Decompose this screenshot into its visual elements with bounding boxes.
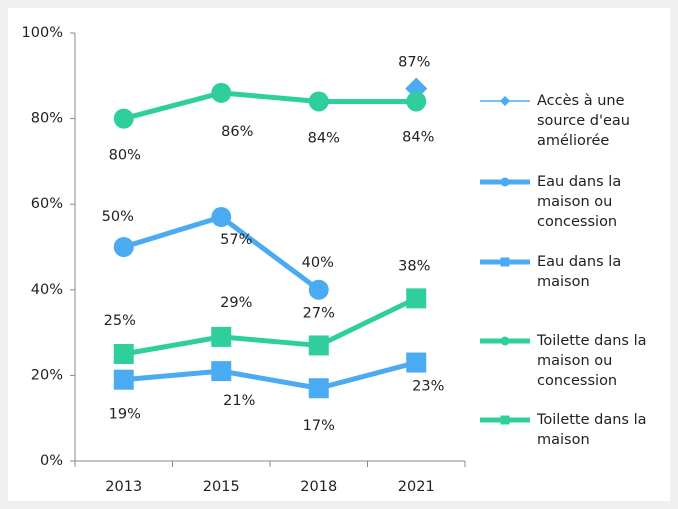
data-label: 86% <box>221 124 253 140</box>
data-label: 19% <box>109 407 141 423</box>
data-point <box>406 352 427 373</box>
data-point <box>113 108 134 129</box>
data-point <box>211 82 232 103</box>
data-point <box>308 335 329 356</box>
y-tick-label: 0% <box>40 453 63 469</box>
series-line <box>123 90 417 122</box>
data-label: 29% <box>220 295 252 311</box>
data-point <box>211 326 232 347</box>
y-tick-label: 60% <box>31 196 63 212</box>
x-tick-label: 2018 <box>300 479 337 495</box>
y-tick-label: 40% <box>31 282 63 298</box>
series-line <box>123 296 418 357</box>
data-label: 57% <box>220 232 252 248</box>
data-point <box>308 91 329 112</box>
data-label: 17% <box>303 418 335 434</box>
y-tick-label: 20% <box>31 367 63 383</box>
legend-label: Eau dans la maison <box>537 254 622 290</box>
data-label: 21% <box>223 393 255 409</box>
legend-marker <box>500 336 510 346</box>
legend-label: Eau dans la maison ou concession <box>537 174 622 230</box>
legend-label: Accès à une source d'eau améliorée <box>537 93 630 149</box>
legend-marker <box>500 177 510 187</box>
legend-label: Toilette dans la maison <box>537 412 647 448</box>
series-line <box>123 360 417 391</box>
data-label: 87% <box>398 55 430 71</box>
x-tick-label: 2013 <box>105 479 142 495</box>
data-label: 27% <box>303 305 335 321</box>
y-tick-label: 100% <box>22 25 63 41</box>
data-label: 38% <box>398 258 430 274</box>
data-label: 23% <box>412 379 444 395</box>
legend-marker <box>500 257 510 267</box>
data-point <box>211 207 232 228</box>
x-tick-label: 2021 <box>398 479 435 495</box>
data-point <box>308 279 329 300</box>
data-point <box>211 361 232 382</box>
data-point <box>113 369 134 390</box>
data-point <box>113 237 134 257</box>
y-tick-label: 80% <box>31 111 63 127</box>
data-point <box>406 288 427 309</box>
legend-marker <box>500 415 510 425</box>
legend-label: Toilette dans la maison ou concession <box>537 333 647 389</box>
data-label: 40% <box>302 255 334 271</box>
data-label: 80% <box>109 148 141 164</box>
data-point <box>308 378 329 399</box>
data-label: 84% <box>308 130 340 146</box>
data-point <box>406 91 427 112</box>
data-label: 50% <box>102 209 134 225</box>
x-tick-label: 2015 <box>203 479 240 495</box>
data-point <box>113 344 134 364</box>
legend-marker <box>500 96 510 106</box>
data-label: 84% <box>402 129 434 145</box>
data-label: 25% <box>104 313 136 329</box>
